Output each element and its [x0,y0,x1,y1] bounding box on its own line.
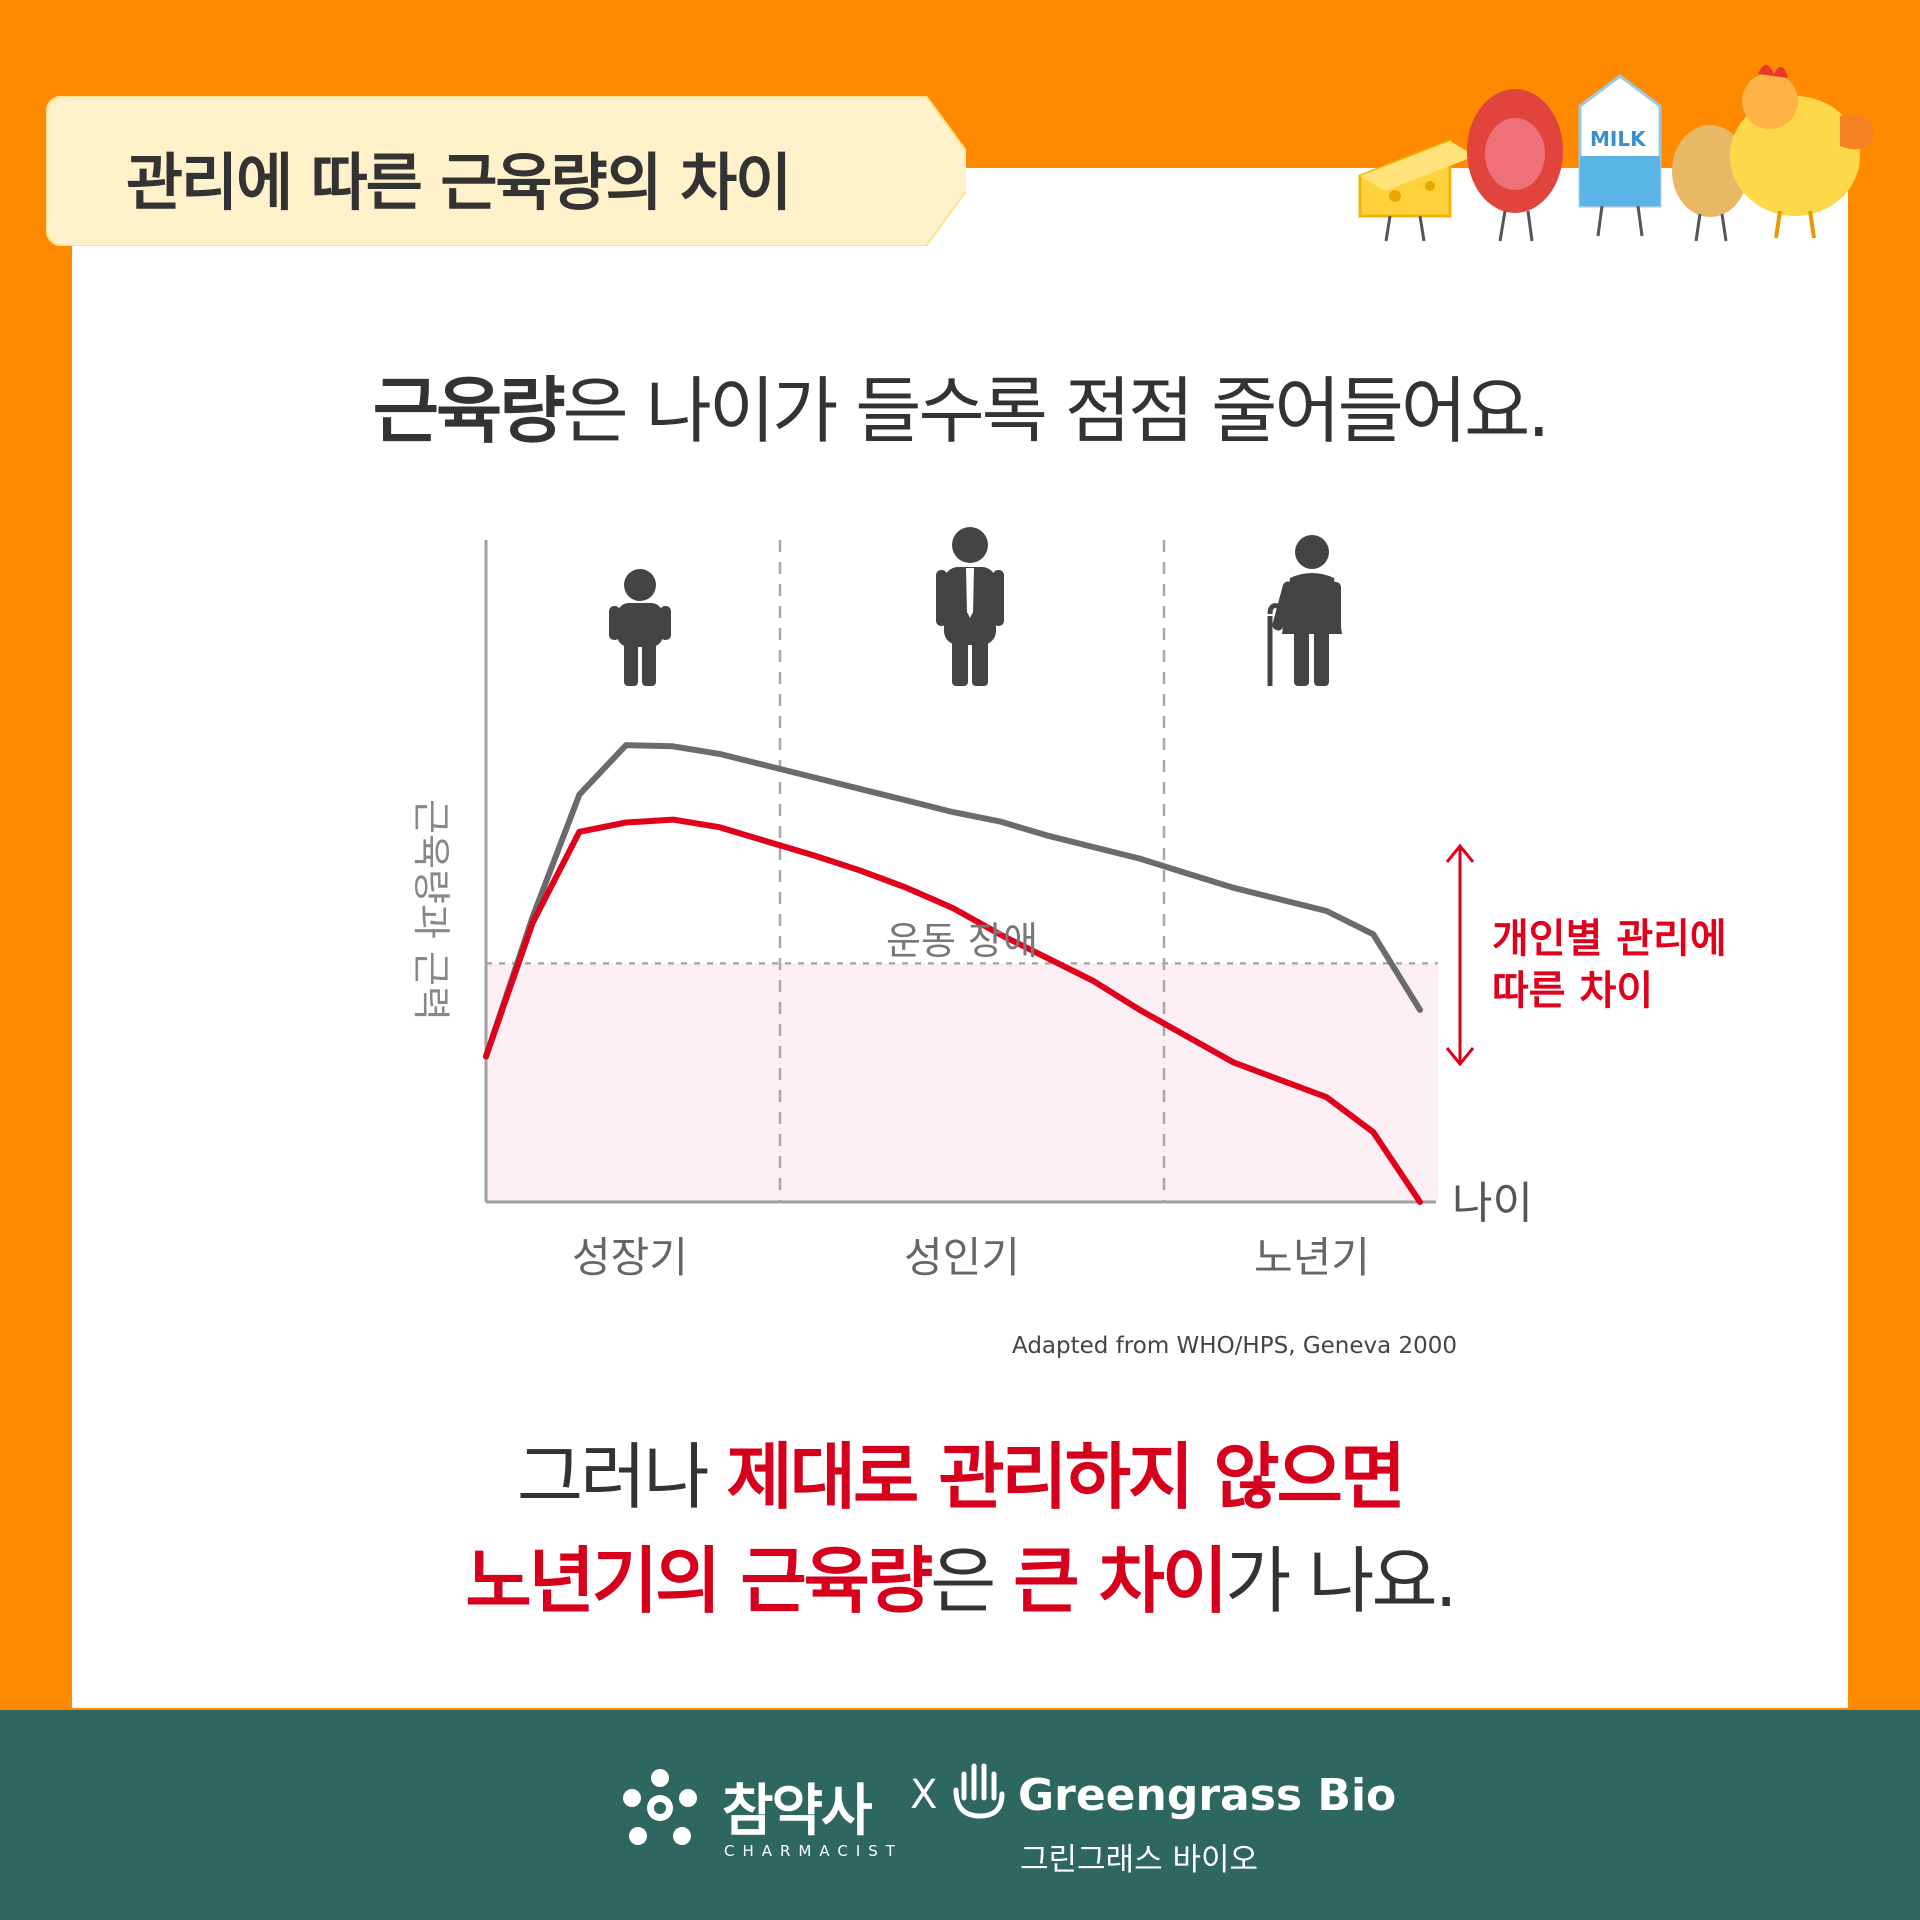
elderly-with-cane-icon [1267,535,1342,686]
series-line-managed [483,742,1423,1060]
greengrass-brand-sub: 그린그래스 바이오 [1020,1842,1259,1878]
chicken-mascot [1730,65,1875,239]
title-tab: 관리에 따른 근육량의 차이 [45,95,983,247]
cheese-mascot [1358,138,1475,242]
bottom-plain-1: 그러나 [516,1435,727,1519]
bottom-message-line-1: 그러나 제대로 관리하지 않으면 [0,1425,1920,1529]
food-mascots-illustration: MILK [1358,65,1875,242]
adult-man-icon [936,527,1004,686]
headline-rest: 은 나이가 들수록 점점 줄어들어요. [562,369,1550,453]
bottom-message: 그러나 제대로 관리하지 않으면 노년기의 근육량은 큰 차이가 나요. [0,1425,1920,1633]
greengrass-brand: Greengrass Bio [1018,1770,1397,1821]
page-title: 관리에 따른 근육량의 차이 [126,146,792,219]
collaboration-x: X [910,1772,938,1818]
annotation-line-2: 따른 차이 [1492,968,1653,1014]
bottom-plain-3: 가 나요. [1225,1539,1457,1623]
series-line-unmanaged [483,816,1423,1205]
source-citation: Adapted from WHO/HPS, Geneva 2000 [1012,1333,1458,1359]
bottom-emphasis-3: 큰 차이 [1013,1539,1228,1623]
child-icon [609,569,671,686]
period-label-growth: 성장기 [572,1233,688,1282]
annotation-line-1: 개인별 관리에 [1492,916,1727,962]
y-axis-label: 근육량과 근력 [409,799,453,1021]
svg-text:MILK: MILK [1590,127,1647,151]
charmacist-brand: 참약사 [722,1779,873,1844]
difference-arrow [1445,843,1475,1067]
charmacist-brand-sub: CHARMACIST [724,1842,903,1860]
greengrass-hand-icon [953,1763,1005,1819]
footer-bar: 참약사 CHARMACIST X Greengrass Bio 그린그래스 바이… [0,1710,1920,1920]
bottom-emphasis-1: 제대로 관리하지 않으면 [726,1435,1407,1519]
threshold-label: 운동 장애 [886,919,1038,963]
bottom-plain-2: 은 [930,1539,1014,1623]
milk-carton-mascot: MILK [1578,74,1662,237]
x-axis-label: 나이 [1452,1178,1533,1229]
headline-emphasis: 근육량 [372,369,566,453]
period-label-elderly: 노년기 [1254,1233,1370,1282]
headline: 근육량은 나이가 들수록 점점 줄어들어요. [0,352,1920,457]
bottom-emphasis-2: 노년기의 근육량 [465,1539,933,1623]
content-card [72,168,1848,1708]
period-label-adult: 성인기 [904,1233,1020,1282]
bottom-message-line-2: 노년기의 근육량은 큰 차이가 나요. [0,1529,1920,1633]
meat-mascot [1467,89,1563,242]
charmacist-logo-icon [623,1769,697,1845]
potato-mascot [1672,125,1748,242]
